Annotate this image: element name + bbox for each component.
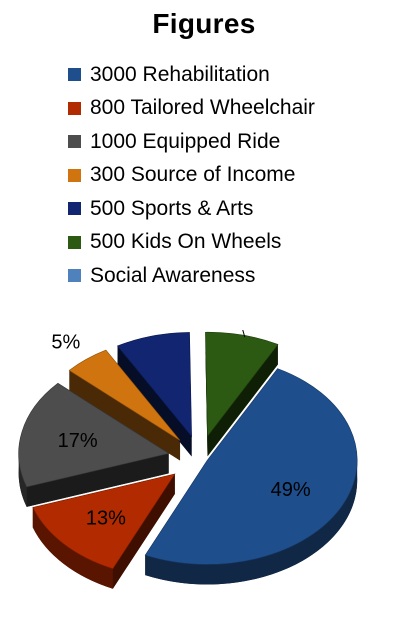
legend-entry-equipped-ride: 1000 Equipped Ride xyxy=(68,125,315,159)
legend-swatch xyxy=(68,68,81,82)
pie-label-tailored-wheelchair: 13% xyxy=(86,507,126,529)
pie-label-rehabilitation: 49% xyxy=(271,479,311,501)
legend-label: Social Awareness xyxy=(90,263,256,287)
legend-swatch xyxy=(68,235,81,249)
pie-leader-line xyxy=(242,330,246,338)
chart-title: Figures xyxy=(152,8,256,39)
pie-labels-layer: 49%13%17%5%8%8% xyxy=(51,330,311,529)
pie-label-source-of-income: 5% xyxy=(51,331,80,353)
legend-entry-tailored-wheelchair: 800 Tailored Wheelchair xyxy=(68,92,315,126)
pie-slice-equipped-ride xyxy=(18,382,170,488)
pie-slice-tailored-wheelchair xyxy=(32,473,176,570)
legend-swatch xyxy=(68,101,81,115)
legend-swatch xyxy=(68,135,81,149)
legend-label: 1000 Equipped Ride xyxy=(90,129,281,153)
pie-slices-layer xyxy=(18,331,358,570)
legend-swatch xyxy=(68,202,81,216)
legend-swatch xyxy=(68,168,81,182)
legend-label: 500 Sports & Arts xyxy=(90,196,254,220)
pie-slice-sports-arts xyxy=(117,332,192,438)
legend-swatch xyxy=(68,269,81,283)
legend-label: 500 Kids On Wheels xyxy=(90,230,282,254)
pie-slice-source-of-income xyxy=(68,349,181,441)
legend-entry-social-awareness: Social Awareness xyxy=(68,259,315,293)
legend-label: 800 Tailored Wheelchair xyxy=(90,96,315,120)
pie-slice-kids-on-wheels xyxy=(205,331,279,438)
legend-entry-source-of-income: 300 Source of Income xyxy=(68,159,315,193)
legend-entry-rehabilitation: 3000 Rehabilitation xyxy=(68,58,315,92)
legend-entry-sports-arts: 500 Sports & Arts xyxy=(68,192,315,226)
pie-chart: 49%13%17%5%8%8% xyxy=(18,330,358,589)
legend-label: 3000 Rehabilitation xyxy=(90,62,270,86)
legend-entry-kids-on-wheels: 500 Kids On Wheels xyxy=(68,226,315,260)
legend-label: 300 Source of Income xyxy=(90,163,296,187)
pie-slice-rehabilitation xyxy=(144,368,358,565)
pie-label-equipped-ride: 17% xyxy=(58,430,98,452)
chart-legend: 3000 Rehabilitation 800 Tailored Wheelch… xyxy=(68,58,315,293)
